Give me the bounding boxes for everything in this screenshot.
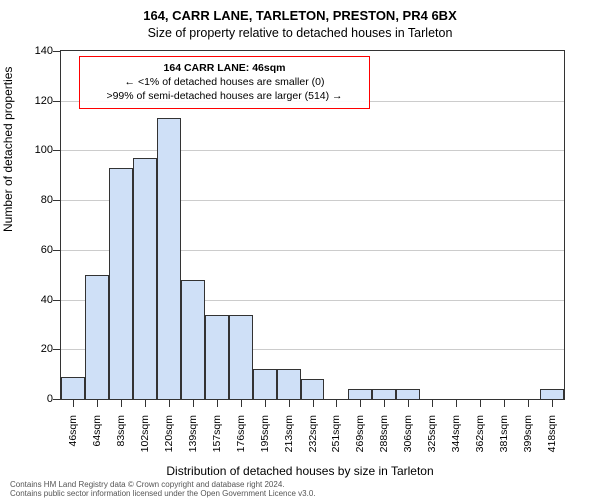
y-tick: [53, 51, 61, 52]
x-tick: [336, 399, 337, 407]
y-tick: [53, 200, 61, 201]
histogram-bar: [157, 118, 181, 399]
annotation-larger: >99% of semi-detached houses are larger …: [87, 89, 362, 103]
y-tick-label: 140: [23, 45, 53, 57]
annotation-title: 164 CARR LANE: 46sqm: [87, 61, 362, 75]
x-tick-label: 46sqm: [67, 415, 79, 470]
x-tick: [169, 399, 170, 407]
y-tick-label: 20: [23, 343, 53, 355]
x-tick: [456, 399, 457, 407]
x-tick-label: 232sqm: [307, 415, 319, 470]
x-tick: [432, 399, 433, 407]
x-tick: [528, 399, 529, 407]
y-tick-label: 100: [23, 144, 53, 156]
x-tick-label: 362sqm: [474, 415, 486, 470]
x-axis-title: Distribution of detached houses by size …: [0, 464, 600, 478]
y-tick-label: 60: [23, 244, 53, 256]
x-tick-label: 306sqm: [402, 415, 414, 470]
x-tick: [360, 399, 361, 407]
y-axis-title: Number of detached properties: [1, 67, 15, 232]
x-tick-label: 139sqm: [187, 415, 199, 470]
x-tick: [145, 399, 146, 407]
x-tick-label: 213sqm: [283, 415, 295, 470]
x-tick: [504, 399, 505, 407]
x-tick: [217, 399, 218, 407]
y-tick: [53, 250, 61, 251]
footer-line1: Contains HM Land Registry data © Crown c…: [10, 480, 316, 489]
histogram-bar: [109, 168, 133, 399]
x-tick-label: 288sqm: [378, 415, 390, 470]
y-tick-label: 80: [23, 194, 53, 206]
x-tick-label: 195sqm: [259, 415, 271, 470]
y-tick-label: 0: [23, 393, 53, 405]
histogram-bar: [205, 315, 229, 400]
chart-container: 164, CARR LANE, TARLETON, PRESTON, PR4 6…: [0, 0, 600, 500]
y-tick: [53, 300, 61, 301]
x-tick: [313, 399, 314, 407]
y-tick: [53, 399, 61, 400]
x-tick-label: 251sqm: [330, 415, 342, 470]
histogram-bar: [253, 369, 277, 399]
histogram-bar: [540, 389, 564, 399]
x-tick-label: 64sqm: [91, 415, 103, 470]
x-tick: [384, 399, 385, 407]
histogram-bar: [229, 315, 253, 400]
footer-line2: Contains public sector information licen…: [10, 489, 316, 498]
y-tick-label: 120: [23, 95, 53, 107]
x-tick-label: 399sqm: [522, 415, 534, 470]
histogram-bar: [277, 369, 301, 399]
annotation-smaller: ← <1% of detached houses are smaller (0): [87, 75, 362, 89]
histogram-bar: [61, 377, 85, 399]
x-tick: [73, 399, 74, 407]
histogram-bar: [372, 389, 396, 399]
x-tick: [408, 399, 409, 407]
y-tick: [53, 150, 61, 151]
x-tick-label: 344sqm: [450, 415, 462, 470]
x-tick: [193, 399, 194, 407]
y-tick: [53, 349, 61, 350]
x-tick: [265, 399, 266, 407]
histogram-bar: [181, 280, 205, 399]
x-tick-label: 102sqm: [139, 415, 151, 470]
x-tick-label: 157sqm: [211, 415, 223, 470]
x-tick: [97, 399, 98, 407]
x-tick-label: 381sqm: [498, 415, 510, 470]
histogram-bar: [348, 389, 372, 399]
histogram-bar: [133, 158, 157, 399]
histogram-bar: [85, 275, 109, 399]
x-tick-label: 269sqm: [354, 415, 366, 470]
histogram-bar: [301, 379, 325, 399]
grid-line: [61, 150, 564, 151]
x-tick-label: 120sqm: [163, 415, 175, 470]
x-tick: [121, 399, 122, 407]
x-tick-label: 325sqm: [426, 415, 438, 470]
x-tick-label: 83sqm: [115, 415, 127, 470]
x-tick-label: 418sqm: [546, 415, 558, 470]
annotation-box: 164 CARR LANE: 46sqm ← <1% of detached h…: [79, 56, 370, 109]
footer: Contains HM Land Registry data © Crown c…: [10, 480, 316, 498]
y-tick: [53, 101, 61, 102]
histogram-bar: [396, 389, 420, 399]
x-tick-label: 176sqm: [235, 415, 247, 470]
title-subtitle: Size of property relative to detached ho…: [0, 23, 600, 40]
x-tick: [289, 399, 290, 407]
x-tick: [480, 399, 481, 407]
title-address: 164, CARR LANE, TARLETON, PRESTON, PR4 6…: [0, 0, 600, 23]
x-tick: [552, 399, 553, 407]
y-tick-label: 40: [23, 294, 53, 306]
x-tick: [241, 399, 242, 407]
